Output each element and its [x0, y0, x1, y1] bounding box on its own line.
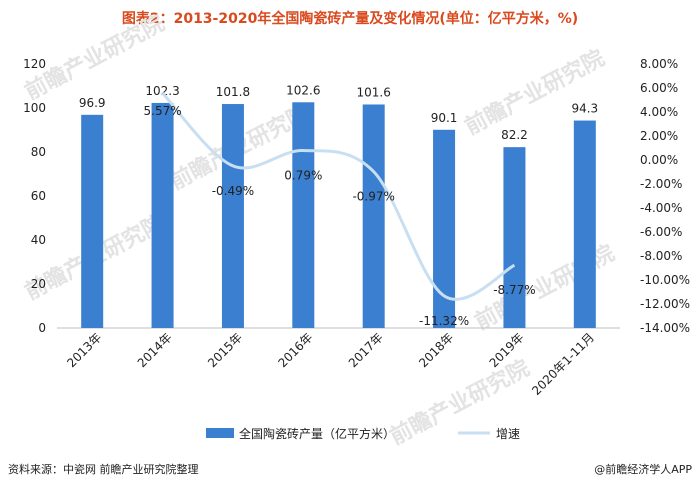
right-tick-label: 2.00% — [640, 129, 678, 143]
right-tick-label: -4.00% — [640, 201, 682, 215]
source-note: 资料来源：中瓷网 前瞻产业研究院整理 — [8, 463, 199, 476]
bar-labels: 96.9 102.3 101.8 102.6 101.6 90.1 82.2 94.3 — [79, 83, 598, 142]
right-tick-label: -8.00% — [640, 249, 682, 263]
left-tick-label: 20 — [31, 277, 46, 291]
growth-labels: 5.57% -0.49% 0.79% -0.97% -11.32% -8.77% — [144, 104, 536, 328]
bar — [573, 120, 596, 328]
growth-series — [161, 92, 516, 301]
bar — [292, 102, 315, 328]
right-tick-label: -14.00% — [640, 321, 690, 335]
bar — [362, 104, 385, 328]
category-label: 2015年 — [205, 330, 245, 370]
bar-value-label: 102.3 — [145, 84, 179, 98]
bar — [433, 129, 456, 328]
bar — [221, 104, 244, 328]
growth-value-label: 5.57% — [144, 104, 182, 118]
right-tick-label: -10.00% — [640, 273, 690, 287]
left-tick-label: 60 — [31, 189, 46, 203]
right-axis: -14.00% -12.00% -10.00% -8.00% -6.00% -4.00% -… — [640, 57, 690, 335]
category-label: 2017年 — [346, 330, 386, 370]
watermarks: 前瞻产业研究院前瞻产业研究院前瞻产业研究院前瞻产业研究院前瞻产业研究院前瞻产业研… — [21, 10, 619, 450]
right-tick-label: -2.00% — [640, 177, 682, 191]
bar-value-label: 96.9 — [79, 96, 106, 110]
right-tick-label: 0.00% — [640, 153, 678, 167]
growth-value-label: -8.77% — [493, 283, 535, 297]
legend: 全国陶瓷砖产量（亿平方米） 增速 — [206, 426, 520, 441]
left-tick-label: 100 — [23, 101, 46, 115]
legend-bar-label: 全国陶瓷砖产量（亿平方米） — [239, 426, 395, 441]
left-axis: 0 20 40 60 80 100 120 — [23, 57, 46, 335]
growth-value-label: -0.49% — [212, 184, 254, 198]
bar — [81, 114, 104, 328]
chart-title: 图表2：2013-2020年全国陶瓷砖产量及变化情况(单位：亿平方米，%) — [121, 11, 579, 27]
bar-value-label: 101.8 — [216, 85, 250, 99]
bar — [151, 102, 174, 328]
bar — [503, 147, 526, 328]
bar-value-label: 101.6 — [357, 85, 391, 99]
bar-value-label: 90.1 — [431, 111, 458, 125]
bar-value-label: 94.3 — [571, 102, 598, 116]
right-tick-label: -12.00% — [640, 297, 690, 311]
right-tick-label: 8.00% — [640, 57, 678, 71]
right-tick-label: -6.00% — [640, 225, 682, 239]
right-tick-label: 6.00% — [640, 81, 678, 95]
category-label: 2013年 — [64, 330, 104, 370]
growth-value-label: -0.97% — [352, 190, 394, 204]
growth-value-label: -11.32% — [419, 314, 469, 328]
left-tick-label: 0 — [38, 321, 46, 335]
right-tick-label: 4.00% — [640, 105, 678, 119]
legend-bar-swatch — [206, 428, 234, 438]
category-label: 2020年1-11月 — [529, 330, 597, 398]
left-tick-label: 120 — [23, 57, 46, 71]
left-tick-label: 80 — [31, 145, 46, 159]
category-label: 2016年 — [275, 330, 315, 370]
category-label: 2014年 — [135, 330, 175, 370]
bar-value-label: 102.6 — [286, 83, 320, 97]
growth-value-label: 0.79% — [284, 169, 322, 183]
category-label: 2018年 — [416, 330, 456, 370]
legend-line-label: 增速 — [496, 427, 520, 441]
bar-series — [81, 102, 596, 328]
left-tick-label: 40 — [31, 233, 46, 247]
credit-note: @前瞻经济学人APP — [594, 463, 692, 476]
growth-line — [161, 92, 516, 301]
bar-value-label: 82.2 — [501, 128, 528, 142]
